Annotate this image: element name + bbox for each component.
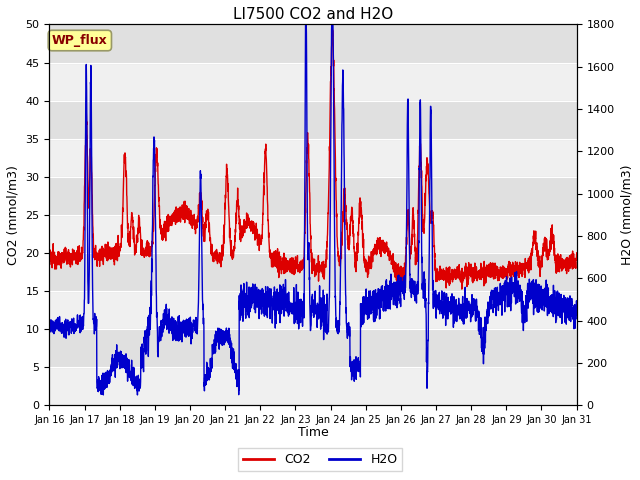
Bar <box>49 253 577 291</box>
Bar <box>49 329 577 367</box>
Title: LI7500 CO2 and H2O: LI7500 CO2 and H2O <box>233 7 393 22</box>
Y-axis label: H2O (mmol/m3): H2O (mmol/m3) <box>620 165 633 265</box>
Text: WP_flux: WP_flux <box>52 34 108 47</box>
Bar <box>49 24 577 62</box>
Y-axis label: CO2 (mmol/m3): CO2 (mmol/m3) <box>7 165 20 265</box>
Legend: CO2, H2O: CO2, H2O <box>237 448 403 471</box>
X-axis label: Time: Time <box>298 426 328 440</box>
Bar <box>49 101 577 139</box>
Bar <box>49 177 577 215</box>
